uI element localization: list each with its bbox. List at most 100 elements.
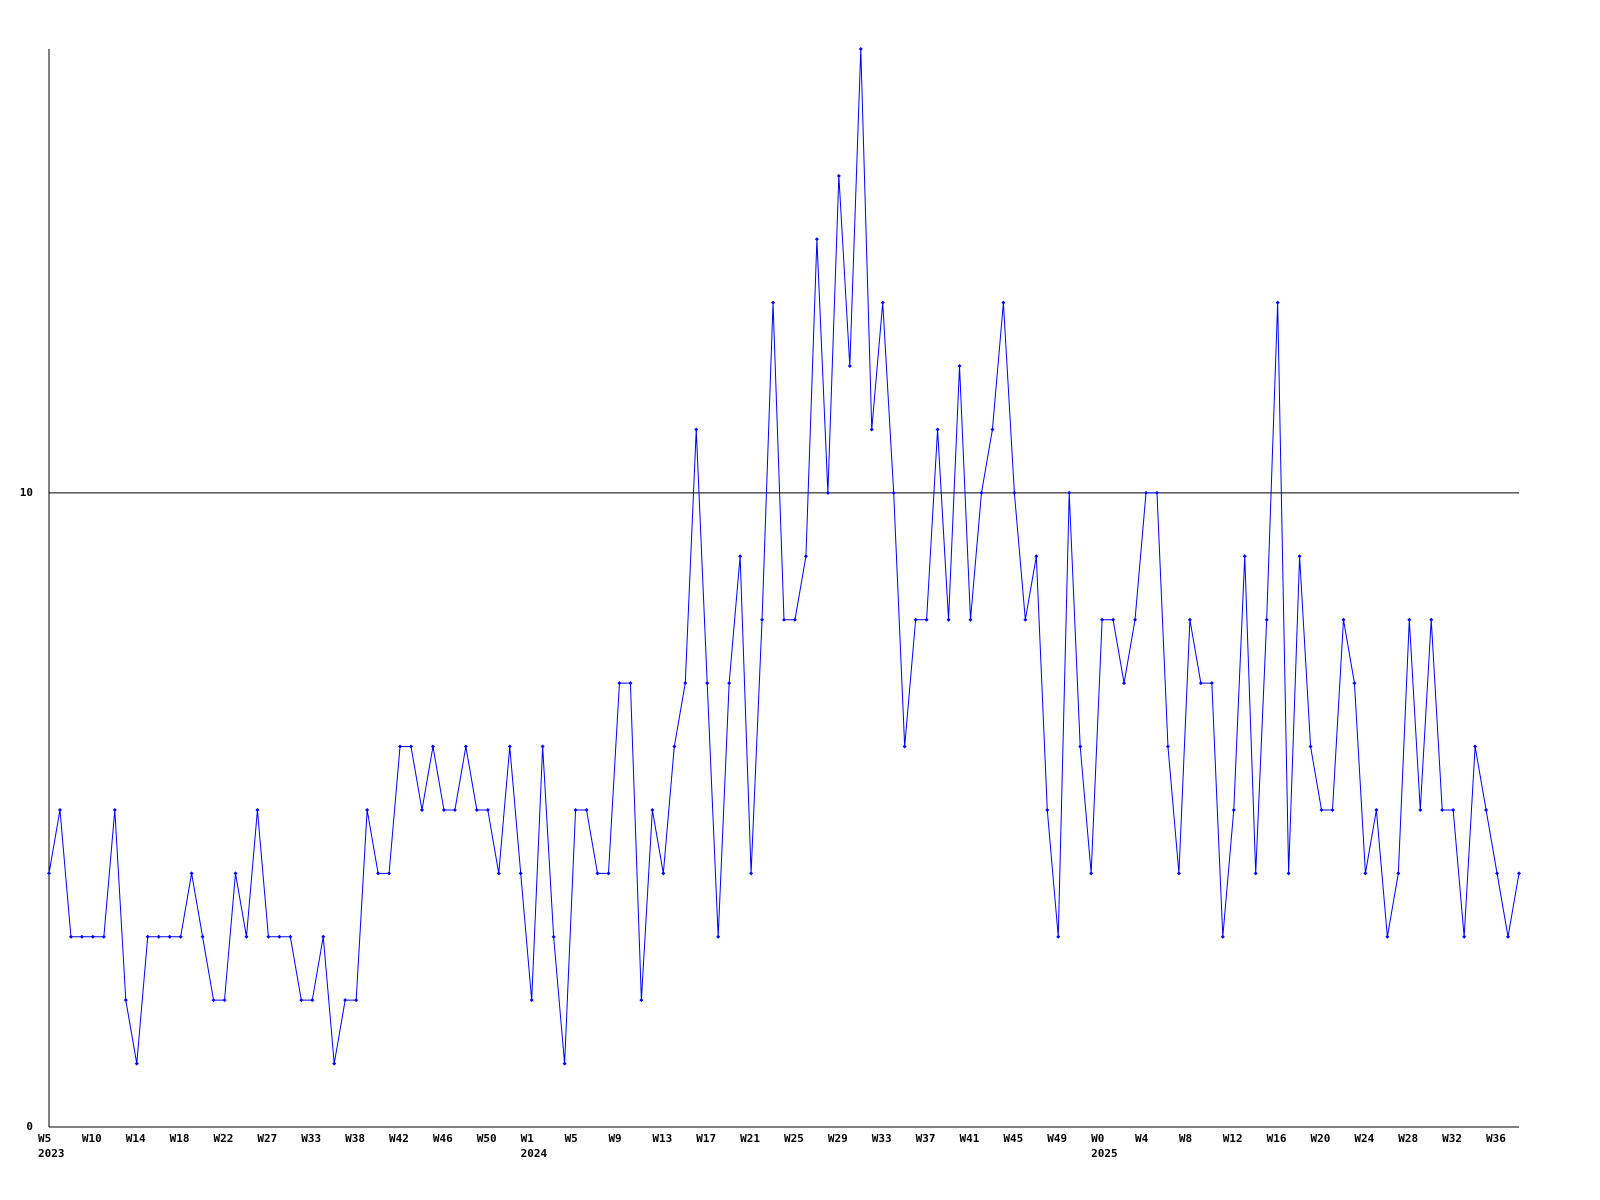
data-point	[825, 490, 830, 495]
data-point	[792, 617, 797, 622]
data-point	[1462, 934, 1467, 939]
data-point	[1374, 807, 1379, 812]
data-point	[957, 364, 962, 369]
data-point	[398, 744, 403, 749]
data-point	[990, 427, 995, 432]
data-point	[946, 617, 951, 622]
x-tick-label: W41	[959, 1132, 979, 1145]
x-tick-label: W27	[257, 1132, 277, 1145]
data-point	[233, 871, 238, 876]
data-point	[101, 934, 106, 939]
data-point	[1341, 617, 1346, 622]
year-label: 2023	[38, 1147, 65, 1160]
data-point	[376, 871, 381, 876]
data-point	[79, 934, 84, 939]
x-tick-label: W17	[696, 1132, 716, 1145]
data-point	[529, 998, 534, 1003]
data-point	[1264, 617, 1269, 622]
data-point	[441, 807, 446, 812]
data-point	[683, 681, 688, 686]
data-point	[1440, 807, 1445, 812]
data-point	[1297, 554, 1302, 559]
x-tick-label: W16	[1267, 1132, 1287, 1145]
data-point	[1275, 300, 1280, 305]
data-point	[1418, 807, 1423, 812]
data-point	[277, 934, 282, 939]
data-point	[968, 617, 973, 622]
data-point	[628, 681, 633, 686]
data-point	[771, 300, 776, 305]
data-point	[430, 744, 435, 749]
data-point	[156, 934, 161, 939]
data-point	[222, 998, 227, 1003]
data-point	[551, 934, 556, 939]
data-point	[661, 871, 666, 876]
data-point	[891, 490, 896, 495]
x-tick-label: W18	[170, 1132, 190, 1145]
data-point	[1154, 490, 1159, 495]
data-point	[1100, 617, 1105, 622]
x-tick-label: W45	[1003, 1132, 1023, 1145]
data-point	[1023, 617, 1028, 622]
data-point	[595, 871, 600, 876]
x-tick-label: W33	[301, 1132, 321, 1145]
data-point	[1473, 744, 1478, 749]
data-point	[266, 934, 271, 939]
y-tick-label: 10	[20, 486, 33, 499]
data-point	[47, 871, 51, 876]
data-point	[365, 807, 370, 812]
x-tick-label: W38	[345, 1132, 365, 1145]
data-point	[310, 998, 315, 1003]
x-tick-label: W32	[1442, 1132, 1462, 1145]
x-tick-label: W46	[433, 1132, 453, 1145]
data-point	[1363, 871, 1368, 876]
data-point	[902, 744, 907, 749]
data-point	[1089, 871, 1094, 876]
x-tick-label: W13	[652, 1132, 672, 1145]
data-point	[1451, 807, 1456, 812]
data-point	[1198, 681, 1203, 686]
data-point	[112, 807, 117, 812]
x-tick-label: W36	[1486, 1132, 1506, 1145]
data-point	[255, 807, 260, 812]
data-point	[1407, 617, 1412, 622]
data-point	[847, 364, 852, 369]
x-tick-label: W37	[916, 1132, 936, 1145]
data-point	[1517, 871, 1521, 876]
x-tick-label: W8	[1179, 1132, 1192, 1145]
data-point	[935, 427, 940, 432]
data-point	[1396, 871, 1401, 876]
data-point	[200, 934, 205, 939]
data-point	[672, 744, 677, 749]
data-point	[1067, 490, 1072, 495]
x-tick-label: W49	[1047, 1132, 1067, 1145]
data-point	[419, 807, 424, 812]
data-point	[880, 300, 885, 305]
x-tick-label: W9	[608, 1132, 621, 1145]
data-point	[1034, 554, 1039, 559]
x-tick-label: W24	[1354, 1132, 1374, 1145]
data-point	[452, 807, 457, 812]
data-point	[1056, 934, 1061, 939]
x-tick-label: W5	[38, 1132, 51, 1145]
data-point	[1242, 554, 1247, 559]
data-point	[57, 807, 62, 812]
data-point	[738, 554, 743, 559]
x-tick-label: W10	[82, 1132, 102, 1145]
data-point	[1133, 617, 1138, 622]
data-point	[211, 998, 216, 1003]
data-point	[979, 490, 984, 495]
data-point	[145, 934, 150, 939]
x-tick-label: W28	[1398, 1132, 1418, 1145]
data-point	[1012, 490, 1017, 495]
data-point	[1165, 744, 1170, 749]
data-point	[617, 681, 622, 686]
data-point	[332, 1061, 337, 1066]
x-tick-label: W33	[872, 1132, 892, 1145]
data-point	[803, 554, 808, 559]
data-point	[1495, 871, 1500, 876]
data-point	[299, 998, 304, 1003]
data-point	[463, 744, 468, 749]
data-point	[869, 427, 874, 432]
data-point	[573, 807, 578, 812]
